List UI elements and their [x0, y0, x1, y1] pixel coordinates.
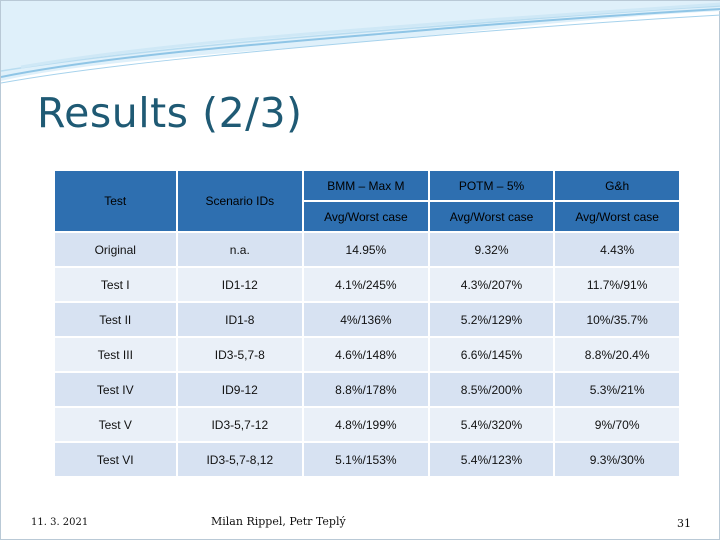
cell-potm: 5.2%/129%	[429, 303, 554, 336]
cell-bmm: 8.8%/178%	[304, 373, 428, 406]
cell-test: Test V	[55, 408, 176, 441]
cell-gh: 9.3%/30%	[555, 443, 679, 476]
subheader-row: Avg/Worst case Avg/Worst case Avg/Worst …	[55, 202, 679, 231]
cell-gh: 10%/35.7%	[555, 303, 679, 336]
cell-bmm: 4.1%/245%	[304, 268, 428, 301]
table-row: Original n.a. 14.95% 9.32% 4.43%	[55, 233, 679, 266]
subheader-bmm: Avg/Worst case	[304, 202, 428, 231]
table-row: Test I ID1-12 4.1%/245% 4.3%/207% 11.7%/…	[55, 268, 679, 301]
header-row: Test Scenario IDs BMM – Max M POTM – 5% …	[55, 171, 679, 231]
cell-gh: 5.3%/21%	[555, 373, 679, 406]
results-table: Test Scenario IDs BMM – Max M POTM – 5% …	[53, 169, 681, 478]
cell-potm: 5.4%/123%	[429, 443, 554, 476]
subheader-potm: Avg/Worst case	[429, 202, 554, 231]
cell-bmm: 4.6%/148%	[304, 338, 428, 371]
cell-gh: 8.8%/20.4%	[555, 338, 679, 371]
cell-test: Test IV	[55, 373, 176, 406]
cell-bmm: 14.95%	[304, 233, 428, 266]
cell-potm: 6.6%/145%	[429, 338, 554, 371]
footer-date: 11. 3. 2021	[31, 517, 89, 528]
page-number: 31	[677, 517, 691, 530]
table-row: Test VI ID3-5,7-8,12 5.1%/153% 5.4%/123%…	[55, 443, 679, 476]
table-row: Test V ID3-5,7-12 4.8%/199% 5.4%/320% 9%…	[55, 408, 679, 441]
cell-potm: 8.5%/200%	[429, 373, 554, 406]
cell-test: Original	[55, 233, 176, 266]
cell-gh: 9%/70%	[555, 408, 679, 441]
cell-bmm: 4.8%/199%	[304, 408, 428, 441]
cell-scenario: ID1-12	[177, 268, 303, 301]
page-title: Results (2/3)	[37, 89, 303, 137]
footer-authors: Milan Rippel, Petr Teplý	[211, 515, 346, 528]
cell-bmm: 4%/136%	[304, 303, 428, 336]
cell-test: Test III	[55, 338, 176, 371]
cell-scenario: n.a.	[177, 233, 303, 266]
cell-scenario: ID9-12	[177, 373, 303, 406]
header-scenario-ids: Scenario IDs	[177, 171, 303, 231]
header-gh: G&h	[555, 171, 679, 200]
cell-test: Test VI	[55, 443, 176, 476]
cell-scenario: ID1-8	[177, 303, 303, 336]
table-row: Test III ID3-5,7-8 4.6%/148% 6.6%/145% 8…	[55, 338, 679, 371]
header-bmm: BMM – Max M	[304, 171, 428, 200]
cell-scenario: ID3-5,7-8	[177, 338, 303, 371]
cell-potm: 5.4%/320%	[429, 408, 554, 441]
header-test: Test	[55, 171, 176, 231]
cell-bmm: 5.1%/153%	[304, 443, 428, 476]
cell-test: Test II	[55, 303, 176, 336]
subheader-gh: Avg/Worst case	[555, 202, 679, 231]
table-row: Test IV ID9-12 8.8%/178% 8.5%/200% 5.3%/…	[55, 373, 679, 406]
decorative-swoosh	[1, 1, 720, 91]
cell-gh: 11.7%/91%	[555, 268, 679, 301]
cell-gh: 4.43%	[555, 233, 679, 266]
table-row: Test II ID1-8 4%/136% 5.2%/129% 10%/35.7…	[55, 303, 679, 336]
cell-scenario: ID3-5,7-12	[177, 408, 303, 441]
cell-test: Test I	[55, 268, 176, 301]
header-potm: POTM – 5%	[429, 171, 554, 200]
cell-potm: 4.3%/207%	[429, 268, 554, 301]
cell-scenario: ID3-5,7-8,12	[177, 443, 303, 476]
cell-potm: 9.32%	[429, 233, 554, 266]
